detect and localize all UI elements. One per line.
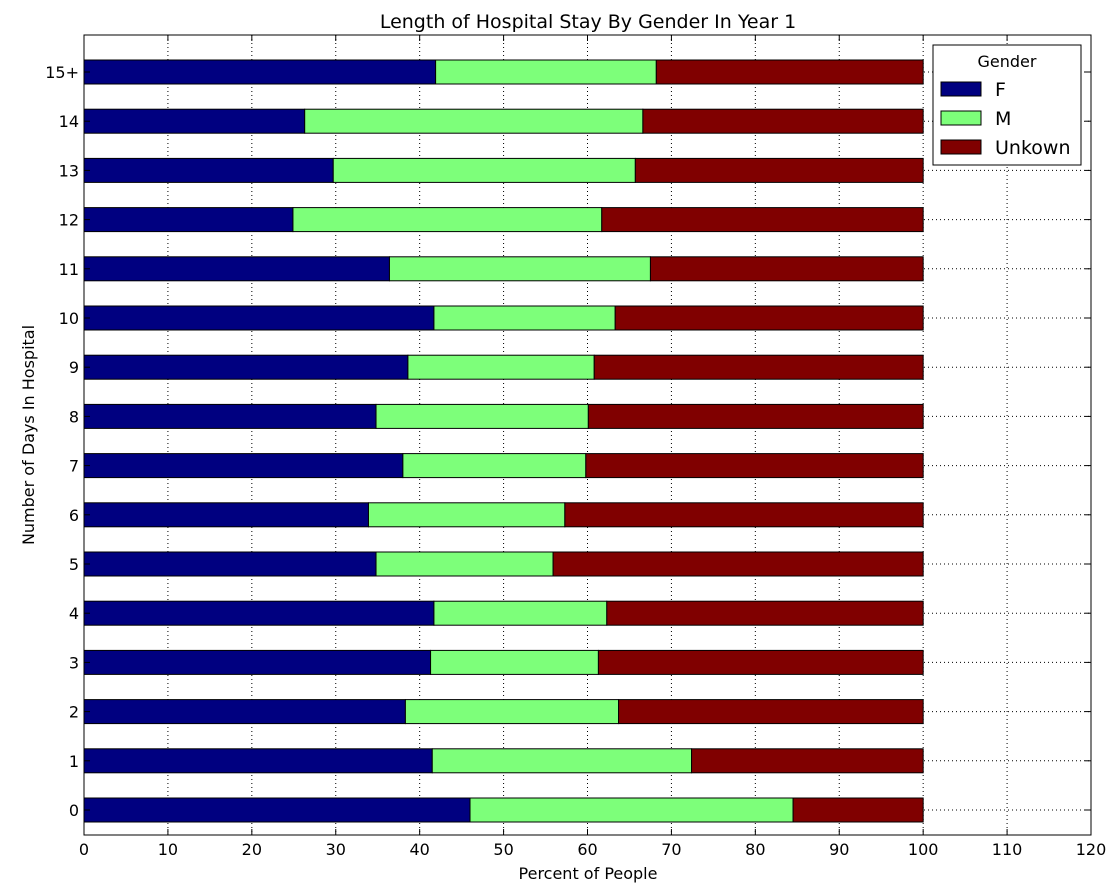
- bar-unkown-9: [593, 354, 924, 380]
- y-tick-label: 10: [59, 309, 79, 328]
- y-tick-label: 12: [59, 211, 79, 230]
- x-tick-label: 40: [409, 840, 429, 859]
- bar-unkown-4: [606, 600, 924, 626]
- x-tick-label: 100: [908, 840, 939, 859]
- bar-f-4: [83, 600, 435, 626]
- bar-m-4: [433, 600, 608, 626]
- bar-unkown-5: [552, 551, 924, 577]
- y-tick-label: 3: [69, 653, 79, 672]
- bar-f-12: [83, 207, 294, 233]
- bar-f-6: [83, 502, 369, 528]
- bar-f-13: [83, 157, 334, 183]
- y-tick-label: 4: [69, 604, 79, 623]
- x-tick-label: 80: [745, 840, 765, 859]
- bar-f-11: [83, 256, 390, 282]
- legend-swatch-m: [940, 110, 982, 126]
- y-tick-label: 13: [59, 161, 79, 180]
- bar-f-1: [83, 748, 433, 774]
- bar-unkown-7: [585, 453, 924, 479]
- y-tick-label: 7: [69, 457, 79, 476]
- x-axis-ticks: 0 10 20 30 40 50 60 70 80 90 100 110 120: [79, 35, 1106, 859]
- legend-swatch-unkown: [940, 139, 982, 155]
- x-tick-label: 0: [79, 840, 89, 859]
- x-tick-label: 90: [829, 840, 849, 859]
- bar-m-14: [304, 108, 644, 134]
- x-tick-label: 30: [326, 840, 346, 859]
- bar-unkown-6: [564, 502, 924, 528]
- bar-m-10: [433, 305, 616, 331]
- bar-f-7: [83, 453, 404, 479]
- bar-m-3: [430, 649, 599, 675]
- bar-m-8: [375, 403, 589, 429]
- y-tick-label: 5: [69, 555, 79, 574]
- y-tick-label: 2: [69, 703, 79, 722]
- x-tick-label: 70: [661, 840, 681, 859]
- legend-title: Gender: [978, 52, 1037, 71]
- bar-f-10: [83, 305, 435, 331]
- x-tick-label: 110: [992, 840, 1023, 859]
- y-tick-label: 15+: [45, 63, 79, 82]
- bar-unkown-13: [634, 157, 924, 183]
- bar-unkown-14: [642, 108, 924, 134]
- bar-unkown-0: [792, 797, 924, 823]
- legend-label-m: M: [995, 108, 1011, 130]
- bar-m-1: [431, 748, 693, 774]
- bar-f-14: [83, 108, 306, 134]
- x-tick-label: 10: [158, 840, 178, 859]
- y-tick-label: 14: [59, 112, 79, 131]
- bar-m-0: [469, 797, 794, 823]
- bar-m-12: [292, 207, 603, 233]
- y-tick-label: 1: [69, 752, 79, 771]
- bar-unkown-11: [649, 256, 924, 282]
- bar-m-11: [388, 256, 651, 282]
- bar-unkown-3: [597, 649, 924, 675]
- bar-unkown-10: [614, 305, 924, 331]
- y-tick-label: 11: [59, 260, 79, 279]
- bar-m-13: [332, 157, 636, 183]
- bar-m-2: [404, 699, 620, 725]
- y-tick-label: 0: [69, 801, 79, 820]
- x-tick-label: 120: [1076, 840, 1107, 859]
- legend-label-unkown: Unkown: [995, 137, 1070, 159]
- bar-m-9: [407, 354, 595, 380]
- bar-m-7: [402, 453, 587, 479]
- bar-unkown-1: [691, 748, 924, 774]
- x-tick-label: 20: [242, 840, 262, 859]
- bar-f-9: [83, 354, 409, 380]
- bar-unkown-2: [618, 699, 924, 725]
- legend-label-f: F: [995, 79, 1006, 101]
- legend-swatch-f: [940, 81, 982, 97]
- bar-f-8: [83, 403, 377, 429]
- y-tick-label: 9: [69, 358, 79, 377]
- bar-unkown-12: [601, 207, 924, 233]
- bar-m-6: [367, 502, 566, 528]
- bar-unkown-15+: [655, 59, 924, 85]
- bars: [83, 59, 924, 823]
- bar-unkown-8: [587, 403, 924, 429]
- bar-f-2: [83, 699, 406, 725]
- bar-f-5: [83, 551, 377, 577]
- grid-lines: [84, 35, 1091, 835]
- y-tick-label: 6: [69, 506, 79, 525]
- legend-items: FM Unkown: [940, 79, 1070, 159]
- x-tick-label: 50: [493, 840, 513, 859]
- chart-title: Length of Hospital Stay By Gender In Yea…: [380, 11, 796, 33]
- bar-f-15+: [83, 59, 437, 85]
- x-axis-label: Percent of People: [519, 864, 658, 883]
- y-tick-label: 8: [69, 407, 79, 426]
- bar-f-0: [83, 797, 471, 823]
- bar-m-15+: [435, 59, 657, 85]
- x-tick-label: 60: [577, 840, 597, 859]
- y-axis-label: Number of Days In Hospital: [19, 325, 38, 545]
- bar-f-3: [83, 649, 432, 675]
- bar-m-5: [375, 551, 554, 577]
- legend: Gender FM Unkown: [932, 44, 1082, 166]
